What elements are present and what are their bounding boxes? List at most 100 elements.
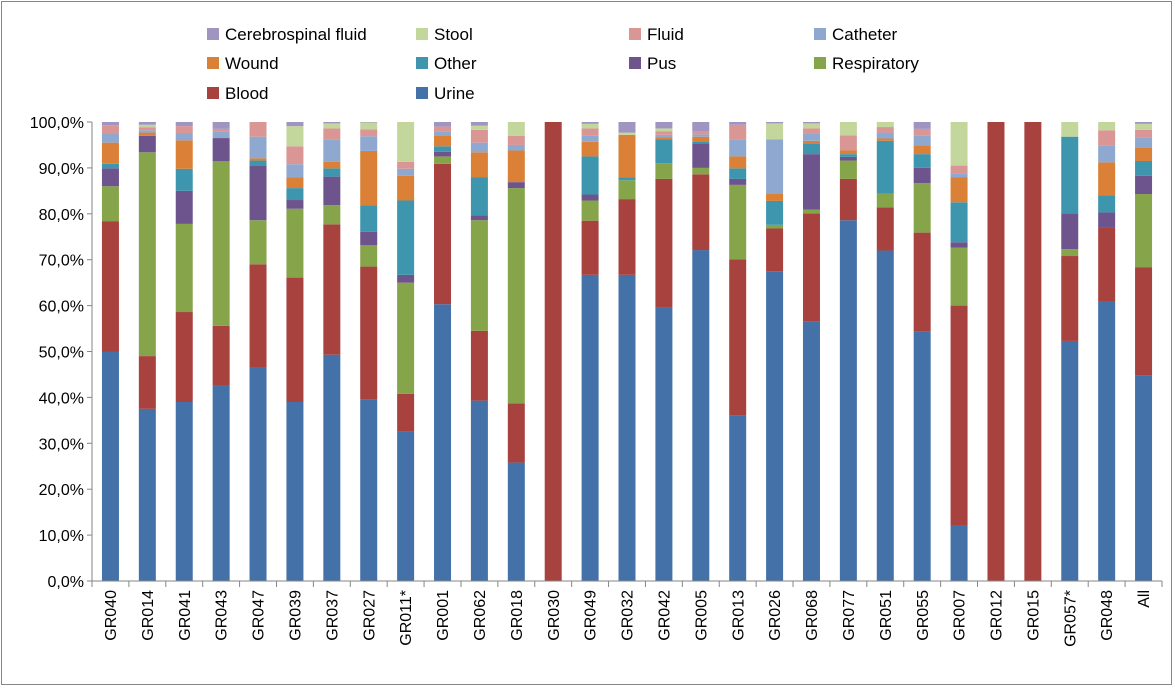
bar-segment-gr007-respiratory [951, 248, 968, 306]
bar-segment-gr001-catheter [434, 132, 451, 136]
x-tick-label-gr030: GR030 [546, 590, 563, 641]
bar-segment-gr039-catheter [286, 164, 303, 177]
bar-segment-gr037-cerebrospinal-fluid [323, 122, 340, 123]
bar-segment-gr011-respiratory [397, 283, 414, 394]
bar-segment-gr048-pus [1098, 212, 1115, 227]
bar-segment-gr013-pus [729, 179, 746, 185]
bar-segment-gr062-fluid [471, 130, 488, 143]
bar-segment-gr068-fluid [803, 128, 820, 134]
legend-swatch-fluid [629, 28, 641, 40]
bar-segment-gr049-catheter [582, 135, 599, 141]
bar-segment-gr039-other [286, 188, 303, 200]
bar-segment-gr041-urine [176, 402, 193, 581]
bar-segment-gr062-other [471, 177, 488, 215]
legend-item-wound: Wound [207, 54, 279, 73]
bar-segment-all-urine [1135, 375, 1152, 581]
bar-segment-gr049-other [582, 156, 599, 194]
bar-segment-gr032-blood [619, 199, 636, 275]
bar-segment-gr032-urine [619, 275, 636, 581]
bar-segment-gr077-stool [840, 122, 857, 135]
bar-segment-all-blood [1135, 268, 1152, 376]
bar-segment-gr039-wound [286, 178, 303, 189]
legend-label-blood: Blood [225, 84, 268, 103]
bar-segment-gr055-urine [914, 332, 931, 581]
bar-segment-gr055-wound [914, 145, 931, 154]
y-tick-label: 80,0% [39, 207, 84, 224]
y-tick-label: 30,0% [39, 436, 84, 453]
bar-segment-gr005-catheter [692, 134, 709, 136]
legend-item-respiratory: Respiratory [814, 54, 919, 73]
bar-segment-all-other [1135, 161, 1152, 176]
x-tick-label-gr051: GR051 [878, 590, 895, 641]
bar-segment-gr037-other [323, 168, 340, 176]
bar-segment-gr047-urine [250, 368, 267, 581]
legend-swatch-respiratory [814, 57, 826, 69]
bar-segment-gr062-cerebrospinal-fluid [471, 122, 488, 126]
x-tick-label-gr048: GR048 [1099, 590, 1116, 641]
bar-segment-gr077-wound [840, 150, 857, 154]
bar-segment-gr001-pus [434, 152, 451, 157]
bar-segment-gr055-other [914, 154, 931, 168]
legend-item-other: Other [416, 54, 477, 73]
legend-label-stool: Stool [434, 25, 473, 44]
y-tick-label: 60,0% [39, 299, 84, 316]
bar-segment-gr048-blood [1098, 228, 1115, 302]
x-tick-label-gr011: GR011* [398, 590, 415, 646]
bar-segment-gr077-fluid [840, 135, 857, 150]
bar-segment-gr041-catheter [176, 133, 193, 140]
legend-item-stool: Stool [416, 25, 473, 44]
x-tick-label-gr062: GR062 [472, 590, 489, 641]
bar-segment-gr040-other [102, 164, 119, 169]
bar-segment-gr051-respiratory [877, 194, 894, 208]
legend-swatch-stool [416, 28, 428, 40]
y-tick-label: 10,0% [39, 528, 84, 545]
bar-segment-gr007-stool [951, 122, 968, 166]
bar-segment-gr043-pus [213, 138, 230, 161]
legend-swatch-pus [629, 57, 641, 69]
bar-segment-gr055-fluid [914, 129, 931, 135]
x-tick-label-gr018: GR018 [509, 590, 526, 641]
y-tick-label: 100,0% [30, 115, 84, 132]
bar-segment-gr049-urine [582, 275, 599, 581]
bar-segment-gr047-other [250, 161, 267, 166]
bar-segment-gr026-blood [766, 228, 783, 271]
bar-segment-gr013-blood [729, 259, 746, 416]
bar-segment-gr043-blood [213, 326, 230, 385]
bar-segment-gr040-respiratory [102, 186, 119, 221]
bar-segment-gr018-respiratory [508, 188, 525, 403]
bar-segment-gr043-fluid [213, 129, 230, 131]
bar-segment-gr001-wound [434, 135, 451, 146]
bar-segment-gr037-catheter [323, 140, 340, 162]
bar-segment-gr041-pus [176, 191, 193, 224]
bar-segment-gr041-wound [176, 140, 193, 168]
bar-segment-gr013-fluid [729, 125, 746, 140]
bar-segment-gr062-respiratory [471, 220, 488, 331]
bar-segment-gr043-catheter [213, 131, 230, 138]
bar-segment-gr014-stool [139, 125, 156, 128]
bar-segment-gr039-fluid [286, 146, 303, 164]
bar-segment-gr040-urine [102, 352, 119, 582]
bar-segment-gr077-respiratory [840, 161, 857, 179]
bar-segment-gr005-respiratory [692, 168, 709, 174]
bar-segment-gr068-pus [803, 154, 820, 210]
bar-segment-gr032-other [619, 178, 636, 181]
bar-segment-gr062-wound [471, 152, 488, 177]
bar-segment-gr068-stool [803, 123, 820, 128]
legend-label-pus: Pus [647, 54, 676, 73]
bar-segment-gr011-fluid [397, 162, 414, 169]
bar-segment-gr049-blood [582, 221, 599, 275]
bar-segment-gr042-catheter [655, 135, 672, 137]
bar-segment-gr039-cerebrospinal-fluid [286, 122, 303, 126]
y-tick-label: 50,0% [39, 345, 84, 362]
bar-segment-gr032-cerebrospinal-fluid [619, 122, 636, 133]
bar-segment-gr040-blood [102, 221, 119, 351]
x-tick-label-gr040: GR040 [103, 590, 120, 641]
bar-segment-all-fluid [1135, 130, 1152, 138]
bar-segment-all-stool [1135, 124, 1152, 130]
bar-segment-gr042-blood [655, 179, 672, 308]
bar-segment-gr026-urine [766, 271, 783, 581]
bar-segment-gr077-pus [840, 157, 857, 161]
bar-segment-gr013-other [729, 168, 746, 179]
bar-segment-gr005-fluid [692, 132, 709, 135]
bar-segment-gr047-pus [250, 166, 267, 221]
